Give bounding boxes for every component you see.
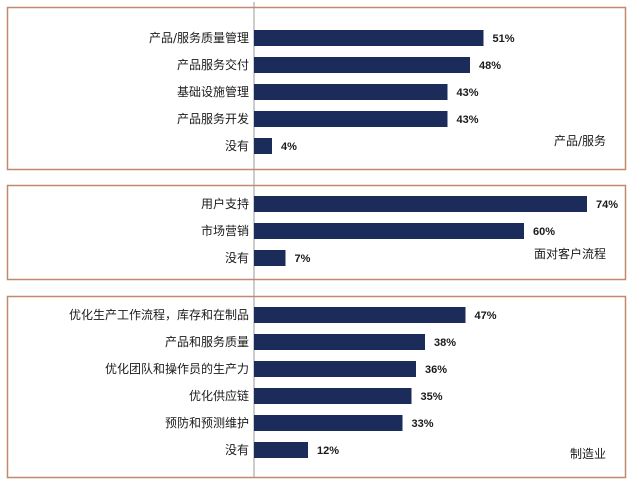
bar bbox=[254, 57, 470, 73]
value-label: 36% bbox=[425, 364, 447, 376]
value-label: 43% bbox=[457, 114, 479, 126]
value-label: 4% bbox=[281, 141, 297, 153]
group-label: 制造业 bbox=[570, 447, 606, 461]
bar bbox=[254, 30, 484, 46]
value-label: 12% bbox=[317, 445, 339, 457]
bar bbox=[254, 223, 524, 239]
bar bbox=[254, 138, 272, 154]
category-label: 没有 bbox=[225, 138, 249, 153]
category-label: 市场营销 bbox=[201, 223, 249, 238]
bar bbox=[254, 442, 308, 458]
group-label: 面对客户流程 bbox=[534, 246, 606, 261]
value-label: 47% bbox=[475, 310, 497, 322]
bar bbox=[254, 415, 403, 431]
value-label: 38% bbox=[434, 337, 456, 349]
chart-panels bbox=[6, 6, 627, 479]
category-label: 产品/服务质量管理 bbox=[149, 30, 249, 45]
category-label: 预防和预测维护 bbox=[165, 415, 249, 430]
value-label: 48% bbox=[479, 60, 501, 72]
category-label: 优化团队和操作员的生产力 bbox=[105, 361, 249, 376]
bar bbox=[254, 388, 412, 404]
category-label: 基础设施管理 bbox=[177, 84, 249, 99]
category-label: 产品服务开发 bbox=[177, 111, 249, 126]
category-label: 优化供应链 bbox=[189, 388, 249, 403]
value-label: 7% bbox=[295, 253, 311, 265]
panel-frame-3 bbox=[6, 295, 627, 479]
bar bbox=[254, 307, 466, 323]
bar bbox=[254, 250, 286, 266]
category-label: 用户支持 bbox=[201, 196, 249, 211]
category-label: 没有 bbox=[225, 442, 249, 457]
bar bbox=[254, 111, 448, 127]
value-label: 60% bbox=[533, 226, 555, 238]
panel-frame-1 bbox=[6, 6, 627, 171]
chart-marks: 产品/服务 产品/服务质量管理 51% 产品服务交付 48% 基础设施管理 43% 产品服务开… bbox=[69, 30, 618, 461]
category-label: 产品和服务质量 bbox=[165, 334, 249, 349]
bar bbox=[254, 196, 587, 212]
category-label: 优化生产工作流程，库存和在制品 bbox=[69, 307, 249, 322]
value-label: 43% bbox=[457, 87, 479, 99]
value-label: 51% bbox=[493, 33, 515, 45]
value-label: 35% bbox=[421, 391, 443, 403]
bar bbox=[254, 361, 416, 377]
category-label: 产品服务交付 bbox=[177, 57, 249, 72]
bar bbox=[254, 334, 425, 350]
group-label: 产品/服务 bbox=[554, 133, 606, 148]
panel-frame-2 bbox=[6, 184, 627, 281]
bar bbox=[254, 84, 448, 100]
category-label: 没有 bbox=[225, 250, 249, 265]
value-label: 74% bbox=[596, 199, 618, 211]
value-label: 33% bbox=[412, 418, 434, 430]
